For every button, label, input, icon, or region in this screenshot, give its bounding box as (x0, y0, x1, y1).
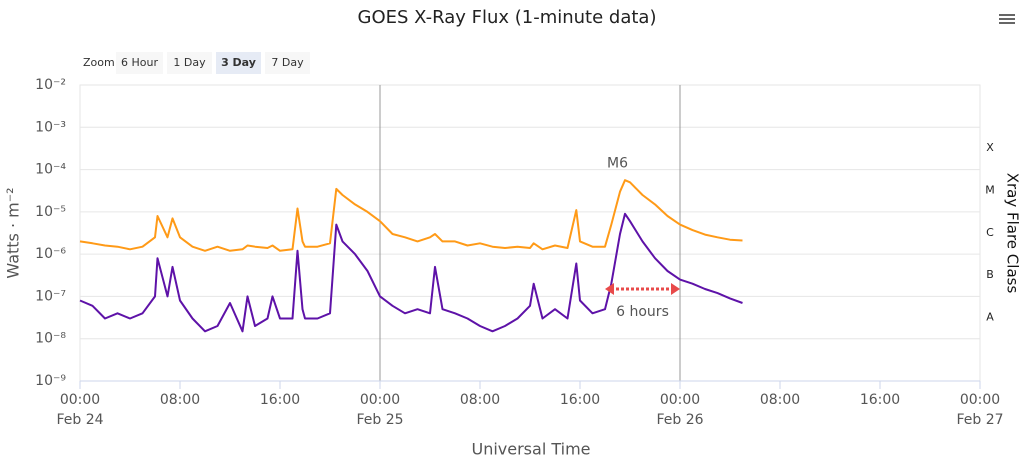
x-tick-label: Feb 27 (956, 412, 1003, 428)
series-line (79, 212, 743, 333)
y2-tick-label: B (986, 268, 994, 281)
x-tick-label: 00:00 (960, 392, 1000, 408)
zoom-label: Zoom (83, 56, 115, 69)
y2-tick-label: C (986, 226, 994, 239)
zoom-button[interactable]: 1 Day (167, 52, 212, 74)
x-tick-label: 16:00 (260, 392, 300, 408)
zoom-button-bg[interactable] (216, 52, 261, 74)
y-tick-label: 10⁻⁸ (35, 331, 66, 347)
annotation-text: 6 hours (616, 304, 669, 320)
x-tick-label: Feb 25 (356, 412, 403, 428)
x-tick-label: 00:00 (360, 392, 400, 408)
zoom-button[interactable]: 7 Day (265, 52, 310, 74)
y-tick-label: 10⁻⁴ (35, 162, 66, 178)
y-tick-label: 10⁻² (35, 77, 66, 93)
zoom-button-bg[interactable] (265, 52, 310, 74)
x-tick-label: 16:00 (860, 392, 900, 408)
y-tick-label: 10⁻⁶ (35, 246, 66, 262)
arrow-head (671, 282, 680, 295)
y-tick-label: 10⁻³ (35, 119, 66, 135)
zoom-button-label[interactable]: 3 Day (221, 56, 256, 69)
menu-icon-bar[interactable] (999, 14, 1015, 16)
y-tick-label: 10⁻⁷ (35, 288, 66, 304)
x-tick-label: 00:00 (660, 392, 700, 408)
y2-axis-title: Xray Flare Class (1004, 173, 1022, 294)
y-tick-label: 10⁻⁹ (35, 373, 66, 389)
menu-button[interactable] (996, 10, 1018, 28)
menu-icon-bar[interactable] (999, 18, 1015, 20)
plot-area (79, 84, 981, 382)
zoom-button[interactable]: 6 Hour (116, 52, 163, 74)
y-tick-label: 10⁻⁵ (35, 204, 66, 220)
x-tick-label: 08:00 (160, 392, 200, 408)
zoom-button-bg[interactable] (116, 52, 163, 74)
zoom-button-bg[interactable] (167, 52, 212, 74)
zoom-button-label[interactable]: 6 Hour (121, 56, 158, 69)
y2-tick-label: M (985, 183, 995, 196)
menu-icon-bar[interactable] (999, 22, 1015, 24)
chart-title: GOES X-Ray Flux (1-minute data) (358, 7, 657, 28)
x-tick-label: 08:00 (760, 392, 800, 408)
x-tick-label: 08:00 (460, 392, 500, 408)
zoom-button[interactable]: 3 Day (216, 52, 261, 74)
y2-tick-label: A (986, 310, 994, 323)
annotation-text: M6 (607, 156, 628, 172)
x-tick-label: Feb 26 (656, 412, 703, 428)
x-tick-label: 16:00 (560, 392, 600, 408)
x-axis-title: Universal Time (471, 440, 590, 459)
x-tick-label: Feb 24 (56, 412, 103, 428)
x-tick-label: 00:00 (60, 392, 100, 408)
zoom-button-label[interactable]: 7 Day (271, 56, 304, 69)
y2-tick-label: X (986, 141, 994, 154)
y-axis-title: Watts · m⁻² (4, 187, 23, 278)
arrow-head (605, 282, 614, 295)
series-line (79, 179, 743, 252)
zoom-button-label[interactable]: 1 Day (173, 56, 206, 69)
